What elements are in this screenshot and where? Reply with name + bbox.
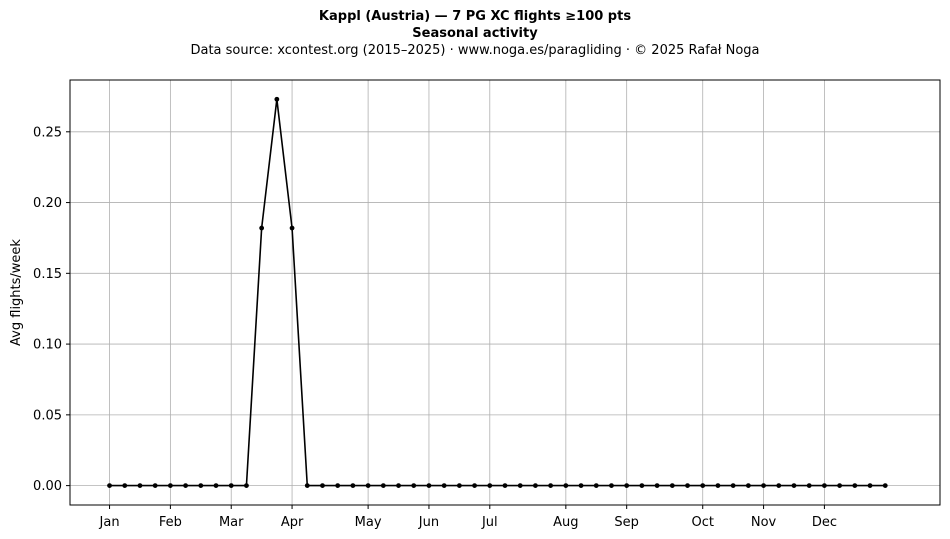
series-line	[109, 98, 886, 487]
data-point	[791, 483, 797, 489]
data-point	[380, 483, 386, 489]
chart-title: Kappl (Austria) — 7 PG XC flights ≥100 p…	[318, 9, 632, 24]
data-point	[441, 483, 447, 489]
data-point	[745, 483, 751, 489]
x-tick-label: Dec	[812, 515, 837, 530]
x-tick-label: Feb	[159, 515, 182, 530]
data-point	[213, 483, 219, 489]
data-point	[837, 483, 843, 489]
y-tick-label: 0.10	[33, 338, 62, 353]
data-point	[426, 483, 432, 489]
data-point	[152, 483, 158, 489]
data-point	[593, 483, 599, 489]
data-point	[624, 483, 630, 489]
data-point	[304, 483, 310, 489]
data-point	[685, 483, 690, 489]
data-point	[456, 483, 462, 489]
data-point	[259, 225, 265, 231]
data-point	[137, 483, 143, 489]
data-point	[761, 483, 766, 489]
data-point	[730, 483, 736, 489]
data-point	[882, 483, 888, 489]
data-point	[228, 483, 234, 489]
grid-lines	[70, 80, 940, 505]
y-tick-label: 0.20	[33, 196, 62, 211]
x-tick-label: Mar	[219, 515, 244, 530]
x-tick-label: Nov	[751, 515, 777, 530]
data-point	[517, 483, 523, 489]
data-point	[806, 483, 812, 489]
series-group	[107, 96, 888, 489]
data-point	[654, 483, 660, 489]
data-point	[274, 96, 280, 102]
data-point	[244, 483, 249, 489]
data-point	[320, 483, 325, 489]
x-tick-label: Oct	[691, 515, 713, 530]
y-tick-label: 0.00	[33, 479, 62, 494]
x-tick-label: Jan	[99, 515, 120, 530]
data-point	[548, 483, 554, 489]
x-tick-label: Aug	[553, 515, 578, 530]
data-point	[852, 483, 858, 489]
plot-frame	[69, 79, 941, 506]
data-point	[867, 483, 873, 489]
data-point	[289, 225, 295, 231]
x-tick-label: Jul	[481, 515, 498, 530]
x-tick-label: May	[355, 515, 382, 530]
data-point	[487, 483, 493, 489]
data-point	[609, 483, 614, 489]
data-point	[167, 483, 173, 489]
title-block: Kappl (Austria) — 7 PG XC flights ≥100 p…	[0, 8, 950, 60]
data-point	[122, 483, 128, 489]
y-tick-label: 0.05	[33, 408, 62, 423]
data-point	[822, 483, 827, 489]
data-point	[107, 483, 112, 489]
y-axis-ticks: 0.00 0.05 0.10 0.15 0.20 0.25	[33, 125, 70, 494]
data-point	[411, 483, 417, 489]
chart-source-line: Data source: xcontest.org (2015–2025) · …	[190, 43, 760, 58]
x-tick-label: Sep	[614, 515, 639, 530]
data-point	[365, 483, 371, 489]
data-point	[700, 483, 706, 489]
x-tick-label: Jun	[418, 515, 439, 530]
data-point	[472, 483, 477, 489]
x-tick-label: Apr	[281, 515, 304, 530]
data-point	[715, 483, 721, 489]
data-point	[639, 483, 645, 489]
chart-subtitle: Seasonal activity	[412, 26, 538, 41]
data-point	[335, 483, 341, 489]
data-point	[578, 483, 584, 489]
y-tick-label: 0.15	[33, 267, 62, 282]
data-point	[502, 483, 508, 489]
y-axis-label: Avg flights/week	[9, 239, 24, 346]
data-point	[533, 483, 538, 489]
data-point	[350, 483, 356, 489]
data-point	[776, 483, 782, 489]
data-point	[396, 483, 401, 489]
data-point	[183, 483, 188, 489]
y-tick-label: 0.25	[33, 125, 62, 140]
data-point	[669, 483, 675, 489]
x-axis-ticks: Jan Feb Mar Apr May Jun Jul Aug Sep Oct Nov Dec	[99, 505, 837, 530]
data-point	[198, 483, 204, 489]
data-point	[563, 483, 569, 489]
